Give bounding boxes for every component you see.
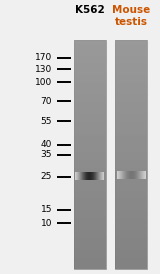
Text: 55: 55: [40, 117, 52, 125]
Text: K562: K562: [75, 5, 104, 15]
Text: 15: 15: [40, 205, 52, 214]
Text: 130: 130: [35, 65, 52, 73]
Text: 170: 170: [35, 53, 52, 62]
Text: 10: 10: [40, 219, 52, 228]
Text: 25: 25: [41, 172, 52, 181]
Text: Mouse: Mouse: [112, 5, 150, 15]
Bar: [74, 40, 106, 269]
Text: testis: testis: [115, 17, 148, 27]
Text: 35: 35: [40, 150, 52, 159]
Text: 40: 40: [41, 140, 52, 149]
Text: 70: 70: [40, 97, 52, 106]
Bar: [115, 40, 147, 269]
Text: 100: 100: [35, 78, 52, 87]
